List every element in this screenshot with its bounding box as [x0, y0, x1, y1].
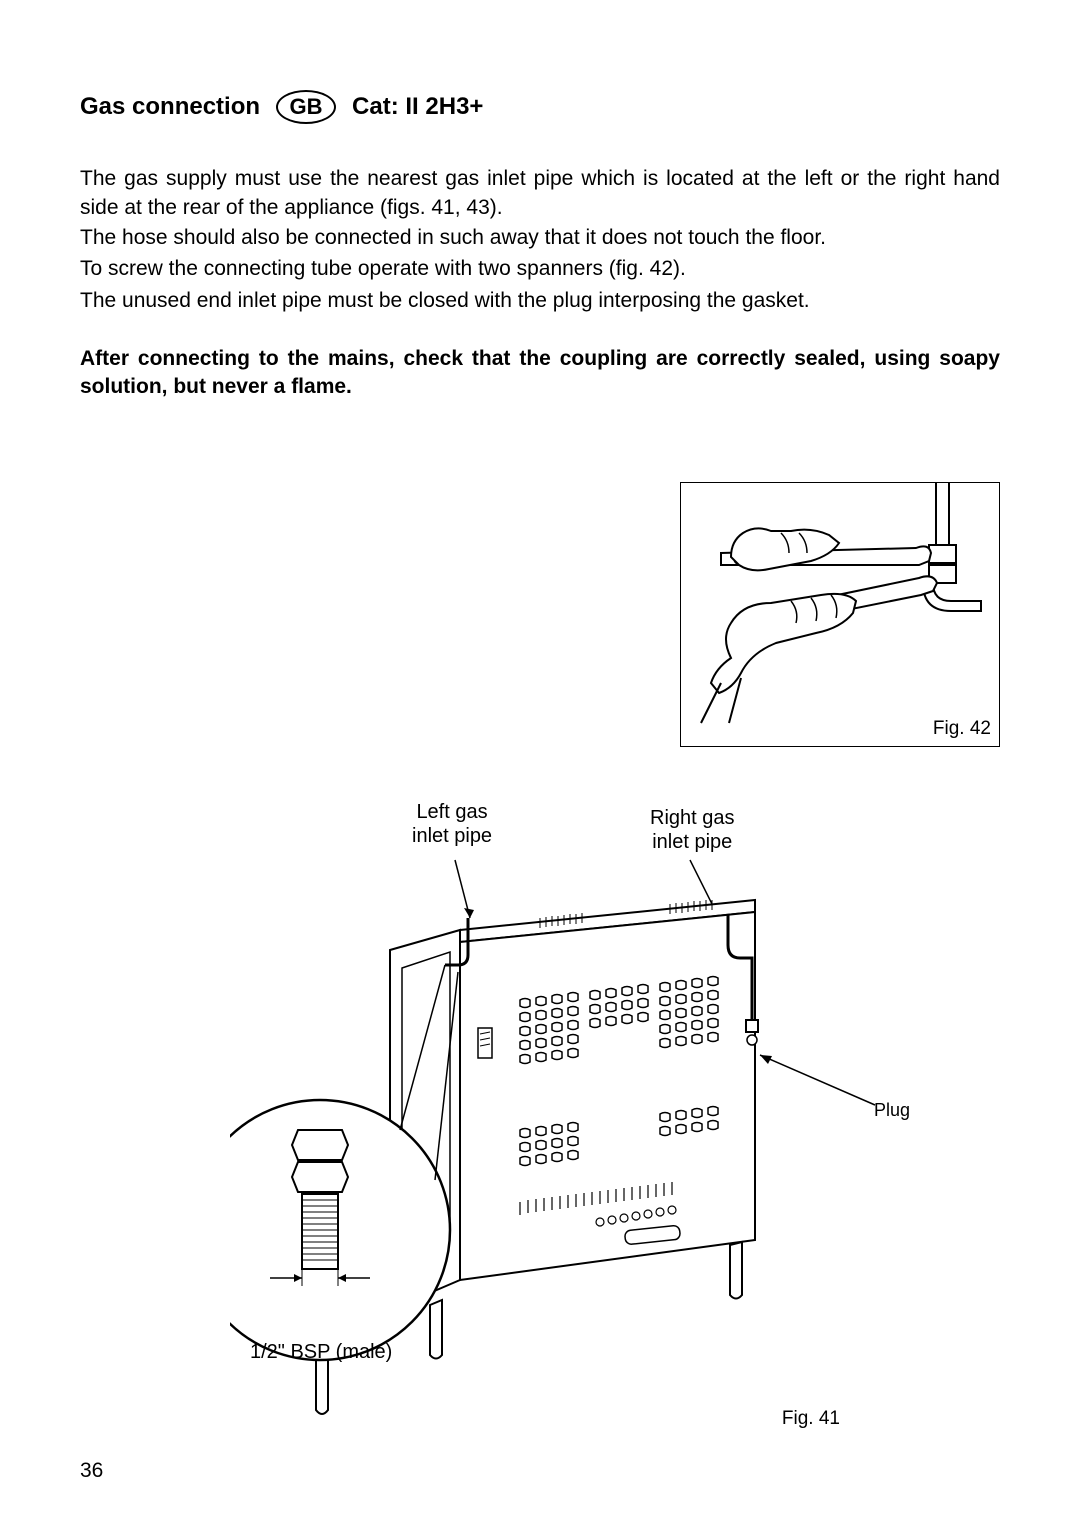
paragraph-bold: After connecting to the mains, check tha…: [80, 345, 1000, 402]
paragraph-3: To screw the connecting tube operate wit…: [80, 254, 1000, 283]
appliance-illustration: [230, 800, 930, 1430]
figure-42: Fig. 42: [680, 482, 1000, 747]
left-pipe-label: Left gasinlet pipe: [412, 800, 492, 848]
spanner-illustration: [681, 483, 1001, 748]
page-heading: Gas connection GB Cat: II 2H3+: [80, 90, 1000, 124]
right-pipe-label: Right gasinlet pipe: [650, 806, 735, 854]
page-number: 36: [80, 1459, 103, 1483]
gb-badge: GB: [276, 90, 336, 124]
paragraph-4: The unused end inlet pipe must be closed…: [80, 286, 1000, 315]
figure-41: Left gasinlet pipe Right gasinlet pipe P…: [230, 800, 930, 1430]
paragraph-2: The hose should also be connected in suc…: [80, 223, 1000, 252]
fig41-caption: Fig. 41: [782, 1408, 840, 1430]
fig42-caption: Fig. 42: [933, 718, 991, 740]
heading-part2: Cat: II 2H3+: [352, 93, 483, 121]
paragraph-1: The gas supply must use the nearest gas …: [80, 164, 1000, 223]
bsp-label: 1/2" BSP (male): [250, 1340, 392, 1364]
plug-label: Plug: [874, 1100, 910, 1122]
heading-part1: Gas connection: [80, 93, 260, 121]
